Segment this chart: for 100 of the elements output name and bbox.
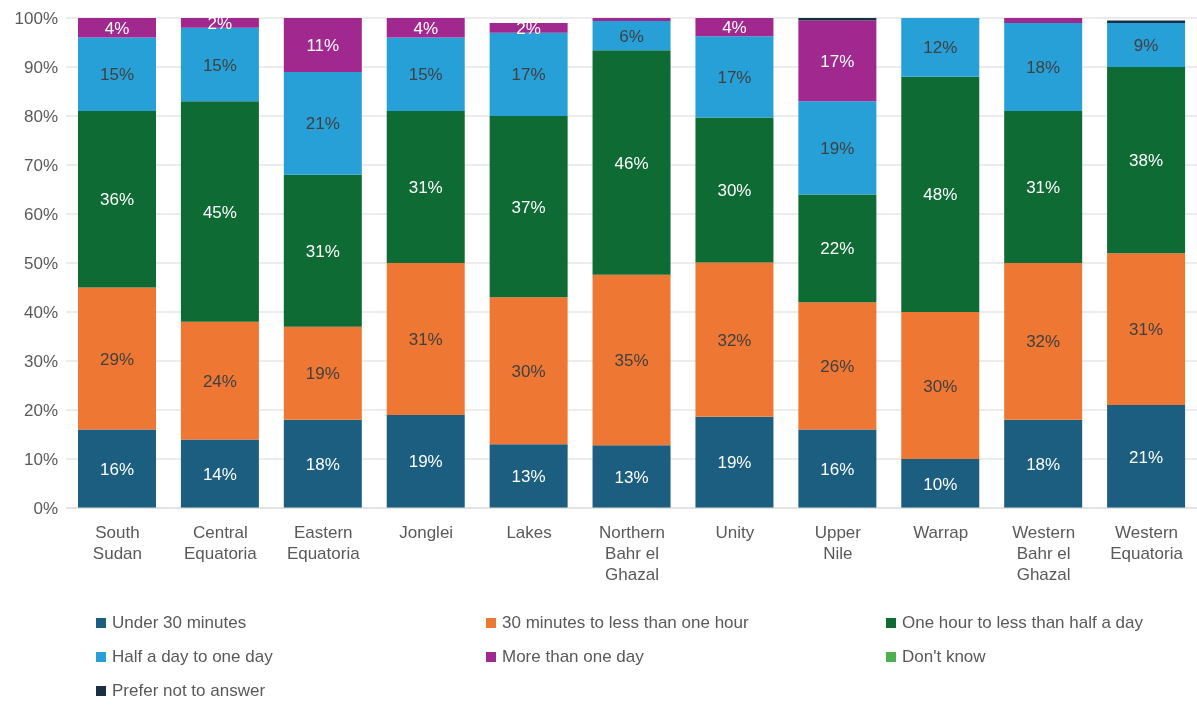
data-label: 35% [614,351,649,371]
x-tick-label: Eastern Equatoria [286,523,361,563]
data-label: 6% [619,26,644,46]
bar [1107,405,1186,508]
data-label: 26% [820,356,855,376]
bar [901,459,980,508]
data-label: 32% [717,330,752,350]
data-label: 31% [305,241,340,261]
data-label: 9% [1133,35,1159,55]
bar [180,101,259,322]
bar [283,419,362,508]
data-label: 19% [408,452,443,472]
bar [695,262,774,417]
data-label: 17% [511,65,546,85]
bar [386,263,465,415]
bar [386,414,465,508]
bar [386,18,465,38]
bar [1107,20,1186,23]
x-tick-label: Western Bahr el Ghazal [1012,523,1076,584]
data-label: 16% [820,459,855,479]
bar [78,429,156,508]
bar [695,117,774,263]
x-tick-label: South Sudan [92,523,143,563]
data-label: 22% [820,239,855,259]
bar [283,18,362,72]
bar [1107,22,1186,67]
data-label: 21% [1129,447,1164,467]
data-label: 32% [1026,332,1061,352]
bar [386,111,465,263]
data-label: 12% [923,38,958,58]
y-tick-label: 60% [23,205,58,225]
data-label: 4% [104,18,130,38]
legend-label: One hour to less than half a day [902,613,1143,633]
data-label: 46% [614,153,649,173]
data-label: 21% [305,114,340,134]
y-tick-label: 40% [23,303,58,323]
bar [78,37,156,112]
bar [1004,111,1083,263]
data-label: 31% [408,178,443,198]
y-tick-label: 0% [33,499,58,519]
data-label: 17% [717,67,752,87]
x-tick-label: Warrap [913,523,969,542]
data-label: 37% [511,197,546,217]
x-tick-label: Western Equatoria [1110,523,1184,563]
data-label: 31% [1129,320,1164,340]
data-label: 13% [511,467,546,487]
x-tick-label: Upper Nile [814,523,862,563]
y-tick-label: 20% [23,401,58,421]
data-label: 36% [99,190,135,210]
x-tick-label: Unity [715,523,755,542]
data-label: 31% [1026,178,1061,198]
bar [489,297,568,445]
bar [283,174,362,327]
bar [592,274,671,446]
bar [592,50,671,275]
data-label: 19% [820,138,855,158]
data-label: 18% [305,454,340,474]
data-label: 4% [413,18,439,38]
data-label: 45% [202,202,237,222]
bar [1107,253,1186,406]
bar [798,20,877,102]
data-label: 18% [1026,454,1061,474]
bar [901,18,980,77]
bar [798,101,877,195]
data-label: 4% [722,18,747,38]
x-tick-label: Jonglei [399,523,454,542]
bar [78,287,156,430]
data-label: 15% [202,55,237,75]
data-label: 11% [306,35,340,55]
data-label: 16% [99,459,135,479]
data-label: 13% [614,467,649,487]
bar [798,429,877,508]
bar [695,36,774,118]
data-label: 30% [511,361,546,381]
data-label: 19% [717,453,752,473]
bar [592,18,671,21]
legend-label: Don't know [902,647,986,667]
bar [180,439,259,508]
data-label: 48% [923,185,958,205]
data-label: 10% [923,474,958,494]
legend-label: 30 minutes to less than one hour [502,613,749,633]
bar [1004,263,1083,420]
legend-label: Prefer not to answer [112,681,266,701]
y-tick-label: 30% [23,352,58,372]
y-tick-label: 10% [23,450,58,470]
data-label: 38% [1129,151,1164,171]
bar [592,445,671,508]
data-label: 30% [923,376,958,396]
bar [1107,67,1186,254]
legend-label: Under 30 minutes [112,613,247,633]
bar [1004,419,1083,508]
bar [901,76,980,312]
bar [78,18,156,38]
data-label: 15% [99,65,135,85]
data-label: 18% [1026,58,1061,77]
legend-label: More than one day [502,647,644,667]
bar [180,27,259,102]
y-tick-label: 80% [23,107,58,127]
bar [1004,22,1083,112]
bar [1004,18,1083,23]
